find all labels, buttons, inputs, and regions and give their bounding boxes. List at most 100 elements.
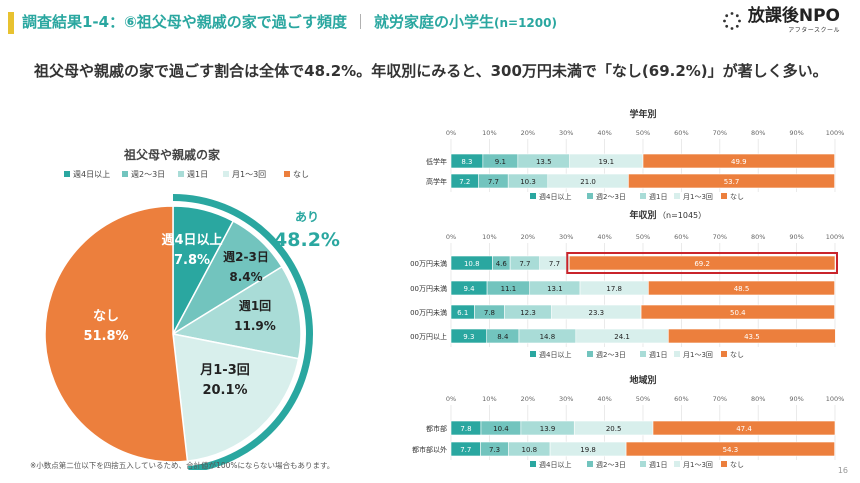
bar-legend-label: 週2〜3日: [596, 460, 626, 469]
title-main: 調査結果1-4：⑥祖父母や親戚の家で過ごす頻度: [22, 13, 347, 31]
bar-legend-swatch: [530, 193, 536, 199]
bar-segment: [625, 441, 835, 457]
bar-axis-tick: 0%: [446, 129, 456, 137]
pie-slice-value: 20.1%: [202, 383, 247, 398]
bar-value-label: 8.4: [497, 333, 509, 341]
bar-legend-swatch: [674, 351, 680, 357]
bar-value-label: 7.2: [459, 178, 470, 186]
bar-axis-tick: 80%: [751, 233, 765, 241]
pie-title: 祖父母や親戚の家: [123, 147, 221, 162]
bar-axis-tick: 40%: [597, 395, 611, 403]
bar-value-label: 24.1: [614, 333, 630, 341]
bar-value-label: 7.7: [488, 178, 499, 186]
bar-axis-tick: 50%: [636, 395, 650, 403]
bar-value-label: 4.6: [496, 260, 508, 268]
pie-labels: 週4日以上 7.8% 週2-3日 8.4% 週1回 11.9% 月1-3回 20.1% なし 51…: [83, 233, 275, 398]
bar-value-label: 19.8: [580, 446, 596, 454]
ari-value: 48.2%: [274, 229, 340, 251]
bar-row-label: 都市部: [426, 424, 447, 433]
bar-axis-tick: 30%: [559, 233, 573, 241]
bar-value-label: 48.5: [734, 285, 750, 293]
stacked-bar-charts: 学年別 0% 10% 20% 30% 40% 50% 60% 70% 80% 90% 100% 低学年 8…: [410, 108, 845, 469]
bar-legend-label: なし: [730, 461, 744, 469]
bar-value-label: 13.9: [540, 425, 556, 433]
bar-legend-label: 週1日: [649, 350, 667, 359]
bar-axis-tick: 50%: [636, 233, 650, 241]
bar-legend-label: 週1日: [649, 460, 667, 469]
bar-group-title: 学年別: [629, 108, 656, 120]
bar-value-label: 20.5: [606, 425, 622, 433]
bar-legend-swatch: [640, 351, 646, 357]
bar-axis-tick: 50%: [636, 129, 650, 137]
bar-value-label: 12.3: [520, 309, 536, 317]
bar-value-label: 7.7: [460, 446, 471, 454]
bar-row-label: 1000万円以上: [410, 332, 447, 341]
bar-legend-swatch: [587, 193, 593, 199]
bar-segment: [640, 304, 835, 320]
bar-value-label: 17.8: [606, 285, 622, 293]
bar-axis-tick: 10%: [482, 233, 496, 241]
pie-slice-label: 週4日以上: [161, 233, 222, 248]
bar-segment: [628, 173, 835, 189]
bar-legend-label: 週2〜3日: [596, 350, 626, 359]
bar-axis-tick: 0%: [446, 395, 456, 403]
bar-legend-swatch: [721, 193, 727, 199]
bar-axis-tick: 100%: [826, 395, 845, 403]
bar-value-label: 7.3: [489, 446, 500, 454]
bar-axis-tick: 20%: [521, 395, 535, 403]
pie-slice-value: 8.4%: [229, 270, 262, 284]
pie-legend-swatch: [178, 171, 184, 177]
bar-legend-swatch: [530, 351, 536, 357]
pie-slice: [44, 205, 189, 463]
bar-value-label: 14.8: [540, 333, 556, 341]
bar-row-label: 300万円未満: [410, 259, 447, 268]
pie-slice-value: 51.8%: [83, 329, 128, 344]
bar-value-label: 10.8: [464, 260, 480, 268]
bar-segment: [668, 328, 836, 344]
pie-chart: 祖父母や親戚の家 週4日以上 週2〜3日 週1日 月1〜3回 なし あり 48.2% 週…: [44, 147, 340, 470]
page-number: 16: [837, 466, 848, 475]
pie-legend-swatch: [122, 171, 128, 177]
bar-value-label: 11.1: [501, 285, 517, 293]
bar-value-label: 7.7: [549, 260, 560, 268]
bar-value-label: 53.7: [724, 178, 740, 186]
bar-legend-swatch: [721, 351, 727, 357]
pie-legend-label: 週4日以上: [73, 170, 110, 179]
logo-icon: [722, 12, 741, 30]
pie-slice: [170, 265, 302, 360]
bar-segment: [642, 153, 835, 169]
logo-name: 放課後NPO: [747, 6, 840, 26]
bar-legend-swatch: [640, 193, 646, 199]
headline: 祖父母や親戚の家で過ごす割合は全体で48.2%。年収別にみると、300万円未満で…: [34, 62, 828, 80]
bar-legend-label: 週1日: [649, 192, 667, 201]
bar-value-label: 23.3: [589, 309, 605, 317]
logo-sub: アフタースクール: [788, 27, 840, 34]
bar-value-label: 21.0: [580, 178, 596, 186]
bar-legend-label: なし: [730, 193, 744, 201]
bar-row-label: 300万円以上600万円未満: [410, 284, 447, 293]
bar-value-label: 50.4: [730, 309, 746, 317]
bar-value-label: 9.3: [463, 333, 474, 341]
bar-axis-tick: 100%: [826, 129, 845, 137]
bar-axis-tick: 60%: [674, 129, 688, 137]
title-n: (n=1200): [493, 16, 557, 30]
title-accent-bar: [8, 12, 14, 34]
bar-legend-swatch: [587, 461, 593, 467]
bar-value-label: 10.3: [520, 178, 536, 186]
bar-value-label: 13.1: [547, 285, 563, 293]
bar-axis-tick: 60%: [674, 395, 688, 403]
pie-legend-label: 週1日: [187, 170, 208, 179]
bar-value-label: 6.1: [457, 309, 468, 317]
bar-value-label: 47.4: [736, 425, 752, 433]
bar-axis-tick: 30%: [559, 395, 573, 403]
bar-axis-tick: 70%: [713, 233, 727, 241]
bar-value-label: 54.3: [723, 446, 739, 454]
bar-legend-label: 週2〜3日: [596, 192, 626, 201]
bar-axis-tick: 90%: [789, 129, 803, 137]
pie-legend-swatch: [284, 171, 290, 177]
bar-value-label: 13.5: [536, 158, 552, 166]
bar-legend-label: 月1〜3回: [683, 461, 713, 469]
pie-slice: [172, 333, 300, 463]
bar-value-label: 7.8: [460, 425, 471, 433]
pie-legend-label: なし: [293, 170, 309, 179]
